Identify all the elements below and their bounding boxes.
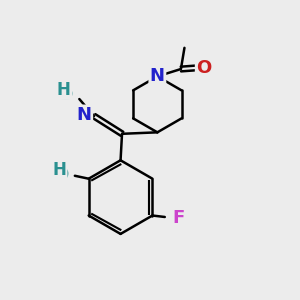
Text: F: F (172, 208, 185, 226)
Text: N: N (150, 68, 165, 85)
Text: N: N (77, 106, 92, 124)
Text: O: O (57, 86, 73, 104)
Text: H: H (52, 161, 66, 179)
Text: O: O (53, 166, 68, 184)
Text: O: O (196, 58, 212, 76)
Text: H: H (57, 81, 71, 99)
